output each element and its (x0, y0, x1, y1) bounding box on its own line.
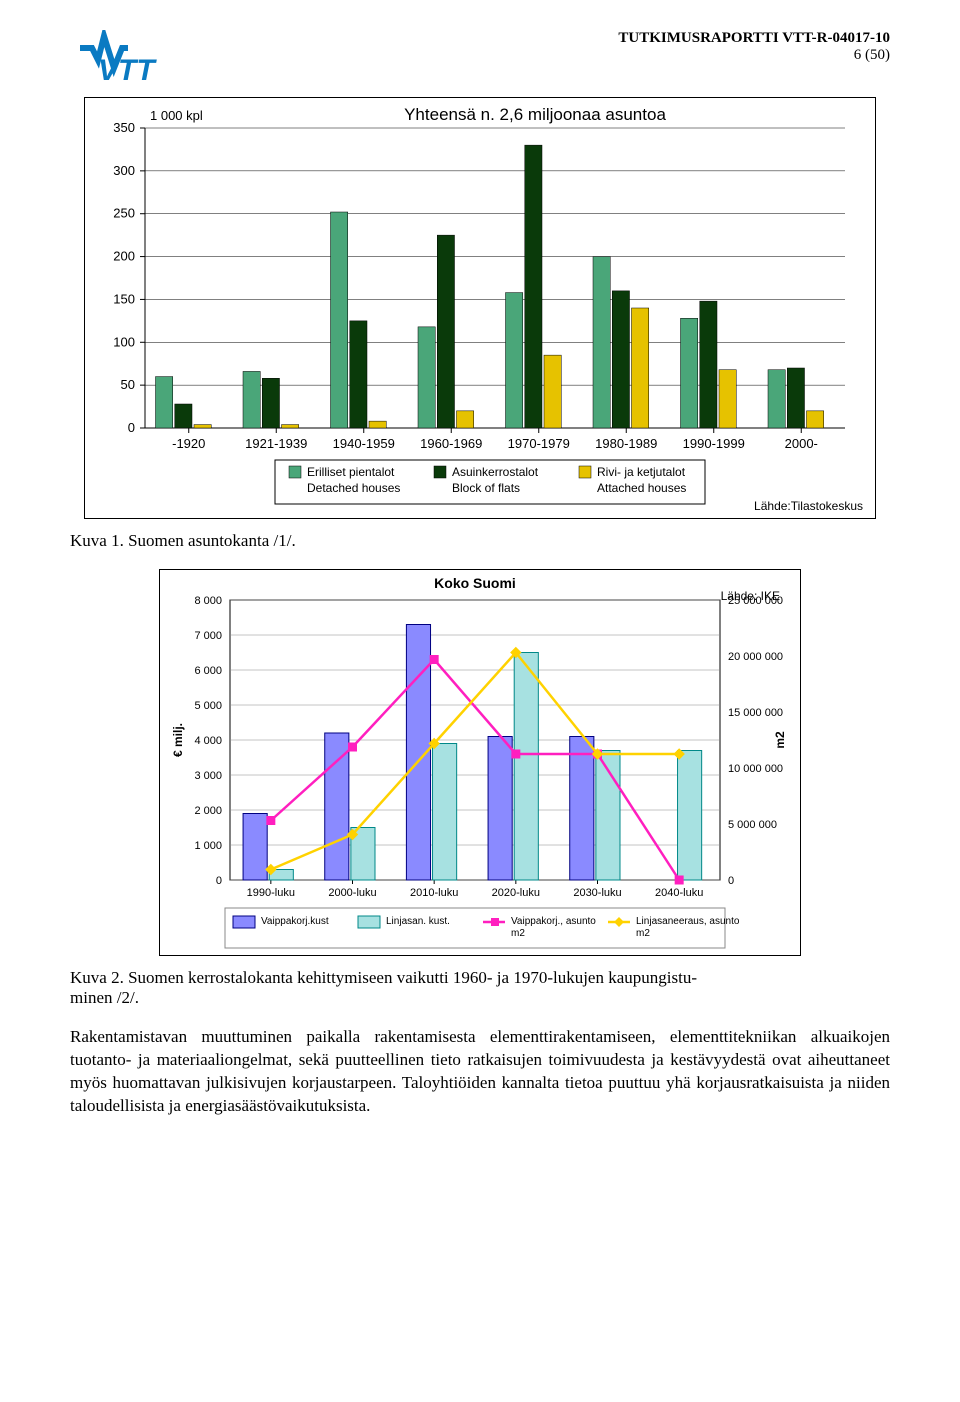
svg-text:Linjasaneeraus, asunto: Linjasaneeraus, asunto (636, 916, 740, 927)
svg-text:25 000 000: 25 000 000 (728, 595, 783, 607)
svg-text:Asuinkerrostalot: Asuinkerrostalot (452, 465, 539, 479)
svg-text:Erilliset pientalot: Erilliset pientalot (307, 465, 395, 479)
report-id: TUTKIMUSRAPORTTI VTT-R-04017-10 (618, 30, 890, 47)
svg-text:5 000: 5 000 (194, 700, 222, 712)
svg-text:Lähde:Tilastokeskus: Lähde:Tilastokeskus (754, 499, 863, 513)
paragraph: Rakentamistavan muuttuminen paikalla rak… (70, 1026, 890, 1118)
svg-text:0: 0 (216, 875, 222, 887)
svg-text:Attached houses: Attached houses (597, 481, 686, 495)
svg-text:20 000 000: 20 000 000 (728, 651, 783, 663)
figure-2-caption-line1: Kuva 2. Suomen kerrostalokanta kehittymi… (70, 968, 890, 988)
svg-text:Vaippakorj.kust: Vaippakorj.kust (261, 916, 329, 927)
svg-text:200: 200 (113, 249, 135, 264)
svg-text:2010-luku: 2010-luku (410, 887, 458, 899)
svg-text:2000-: 2000- (785, 436, 818, 451)
chart-1: 0 50 100 150 200 250 300 350 1 000 kpl Yhteensä n… (84, 97, 876, 519)
svg-text:2020-luku: 2020-luku (492, 887, 540, 899)
svg-text:-1920: -1920 (172, 436, 205, 451)
svg-text:150: 150 (113, 291, 135, 306)
svg-text:8 000: 8 000 (194, 595, 222, 607)
svg-text:50: 50 (121, 377, 135, 392)
svg-text:m2: m2 (511, 928, 525, 939)
svg-text:2040-luku: 2040-luku (655, 887, 703, 899)
svg-text:Block of flats: Block of flats (452, 481, 520, 495)
svg-text:Linjasan. kust.: Linjasan. kust. (386, 916, 450, 927)
svg-text:15 000 000: 15 000 000 (728, 707, 783, 719)
svg-text:1 000 kpl: 1 000 kpl (150, 108, 203, 123)
svg-text:Koko Suomi: Koko Suomi (434, 575, 516, 591)
svg-text:350: 350 (113, 120, 135, 135)
header-text: TUTKIMUSRAPORTTI VTT-R-04017-10 6 (50) (618, 30, 890, 64)
svg-text:10 000 000: 10 000 000 (728, 763, 783, 775)
svg-text:2000-luku: 2000-luku (328, 887, 376, 899)
svg-text:7 000: 7 000 (194, 630, 222, 642)
vtt-logo: VTT (70, 30, 210, 85)
svg-text:1940-1959: 1940-1959 (333, 436, 395, 451)
svg-text:€ milj.: € milj. (171, 723, 185, 757)
svg-text:6 000: 6 000 (194, 665, 222, 677)
svg-text:m2: m2 (773, 731, 787, 749)
svg-text:2030-luku: 2030-luku (573, 887, 621, 899)
svg-text:1990-1999: 1990-1999 (683, 436, 745, 451)
svg-text:1 000: 1 000 (194, 840, 222, 852)
svg-text:3 000: 3 000 (194, 770, 222, 782)
svg-text:1990-luku: 1990-luku (247, 887, 295, 899)
figure-2-caption-line2: minen /2/. (70, 988, 890, 1008)
svg-text:1970-1979: 1970-1979 (508, 436, 570, 451)
svg-text:Rivi- ja ketjutalot: Rivi- ja ketjutalot (597, 465, 686, 479)
svg-text:5 000 000: 5 000 000 (728, 819, 777, 831)
chart-2: Koko SuomiLähde: IKE01 0002 0003 0004 00… (159, 569, 801, 956)
svg-text:1980-1989: 1980-1989 (595, 436, 657, 451)
svg-text:0: 0 (728, 875, 734, 887)
svg-text:2 000: 2 000 (194, 805, 222, 817)
svg-text:1960-1969: 1960-1969 (420, 436, 482, 451)
svg-text:Detached houses: Detached houses (307, 481, 400, 495)
svg-text:Yhteensä n. 2,6 miljoonaa asun: Yhteensä n. 2,6 miljoonaa asuntoa (404, 105, 666, 124)
figure-1-caption: Kuva 1. Suomen asuntokanta /1/. (70, 531, 890, 551)
svg-text:4 000: 4 000 (194, 735, 222, 747)
page-number: 6 (50) (618, 47, 890, 64)
svg-text:1921-1939: 1921-1939 (245, 436, 307, 451)
svg-text:Vaippakorj., asunto: Vaippakorj., asunto (511, 916, 596, 927)
svg-text:250: 250 (113, 206, 135, 221)
svg-text:VTT: VTT (98, 54, 157, 85)
svg-text:100: 100 (113, 334, 135, 349)
svg-text:0: 0 (128, 420, 135, 435)
svg-text:300: 300 (113, 163, 135, 178)
svg-text:m2: m2 (636, 928, 650, 939)
